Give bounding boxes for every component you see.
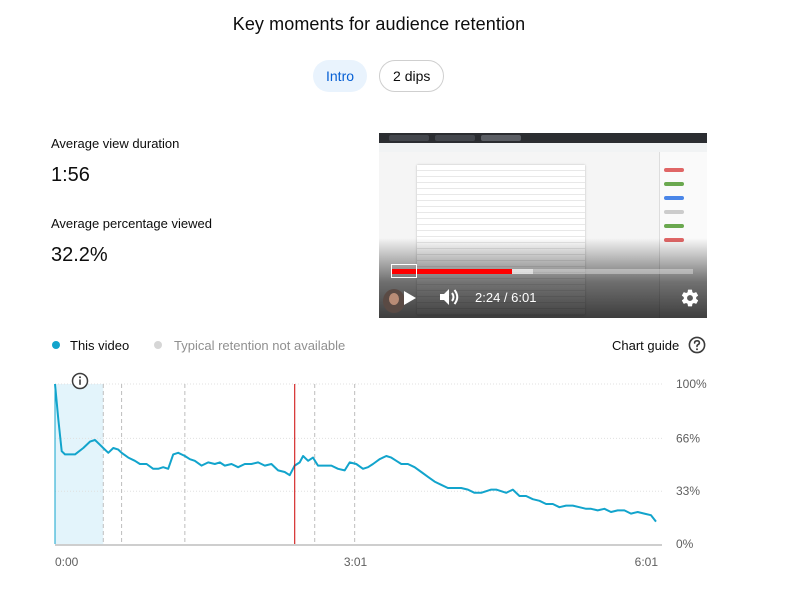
retention-line-this-video (54, 383, 657, 523)
legend-this-video[interactable]: This video (70, 338, 130, 353)
x-tick-label: 3:01 (344, 555, 368, 569)
video-time-display: 2:24 / 6:01 (475, 290, 537, 305)
video-scrub-preview-frame (391, 264, 417, 278)
y-axis-labels: 100% 66% 33% 0% (676, 377, 707, 551)
video-player[interactable]: 2:24 / 6:01 (379, 133, 707, 318)
avatar (383, 289, 405, 313)
legend-typical-retention: Typical retention not available (174, 338, 346, 353)
key-moment-tabs: Intro 2 dips (313, 60, 445, 92)
horizontal-gridlines (55, 383, 662, 492)
x-tick-label: 0:00 (55, 555, 79, 569)
legend-this-video-dot (52, 341, 60, 349)
page-title: Key moments for audience retention (232, 14, 526, 34)
avg-percentage-viewed-label: Average percentage viewed (51, 216, 212, 231)
avg-percentage-viewed-value: 32.2% (51, 244, 108, 266)
legend-typical-dot (154, 341, 162, 349)
gear-icon[interactable] (680, 288, 700, 308)
help-circle-icon[interactable] (688, 336, 706, 354)
tab-intro[interactable]: Intro (313, 60, 368, 92)
avg-view-duration-value: 1:56 (51, 164, 90, 186)
y-tick-label: 66% (676, 431, 700, 445)
info-icon[interactable] (71, 372, 89, 390)
audience-retention-chart[interactable]: 100% 66% 33% 0% 0:00 3:01 6:01 (0, 360, 796, 593)
tab-dips[interactable]: 2 dips (379, 60, 445, 92)
y-tick-label: 0% (676, 537, 694, 551)
intro-highlight-region (55, 384, 104, 544)
video-controls-gradient (379, 238, 707, 318)
x-axis-labels: 0:00 3:01 6:01 (55, 555, 658, 569)
play-icon[interactable] (403, 290, 417, 306)
video-progress-bar[interactable] (391, 269, 693, 274)
y-tick-label: 33% (676, 484, 700, 498)
y-tick-label: 100% (676, 377, 707, 391)
video-played-bar (391, 269, 512, 274)
video-frame-browser-bar (379, 133, 707, 143)
x-tick-label: 6:01 (635, 555, 659, 569)
chart-guide-link[interactable]: Chart guide (612, 338, 680, 353)
avg-view-duration-label: Average view duration (51, 136, 180, 151)
volume-icon[interactable] (439, 287, 461, 307)
